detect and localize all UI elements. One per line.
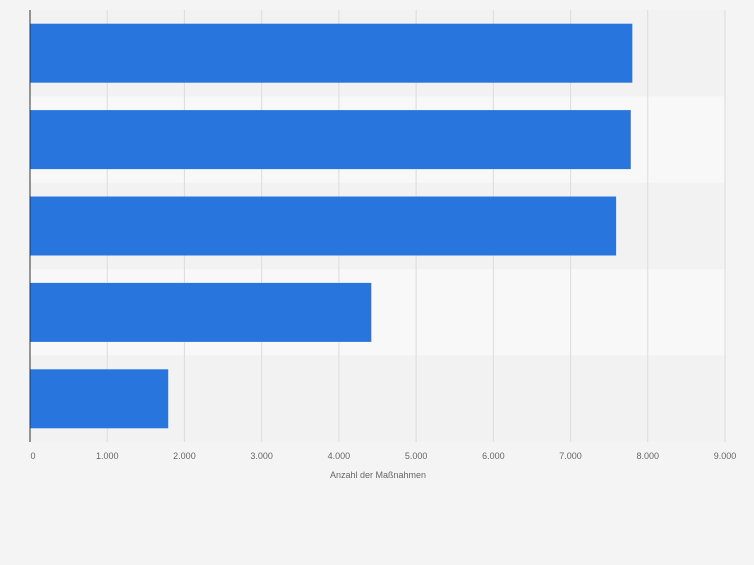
bar[interactable] [30, 23, 633, 83]
x-tick-label: 9.000 [714, 451, 737, 461]
x-tick-label: 1.000 [96, 451, 119, 461]
x-tick-labels: 0 1.000 2.000 3.000 4.000 5.000 6.000 7.000 8.00… [30, 451, 736, 461]
x-tick-label: 2.000 [173, 451, 196, 461]
x-tick-label: 0 [30, 451, 35, 461]
bar[interactable] [30, 196, 617, 256]
x-axis-label: Anzahl der Maßnahmen [330, 470, 426, 480]
x-tick-label: 7.000 [559, 451, 582, 461]
x-tick-label: 6.000 [482, 451, 505, 461]
x-tick-label: 5.000 [405, 451, 428, 461]
x-tick-label: 3.000 [250, 451, 273, 461]
bars [30, 23, 633, 429]
bar[interactable] [30, 369, 169, 429]
x-tick-label: 4.000 [328, 451, 351, 461]
bar[interactable] [30, 110, 631, 170]
bar[interactable] [30, 282, 372, 342]
x-tick-label: 8.000 [637, 451, 660, 461]
